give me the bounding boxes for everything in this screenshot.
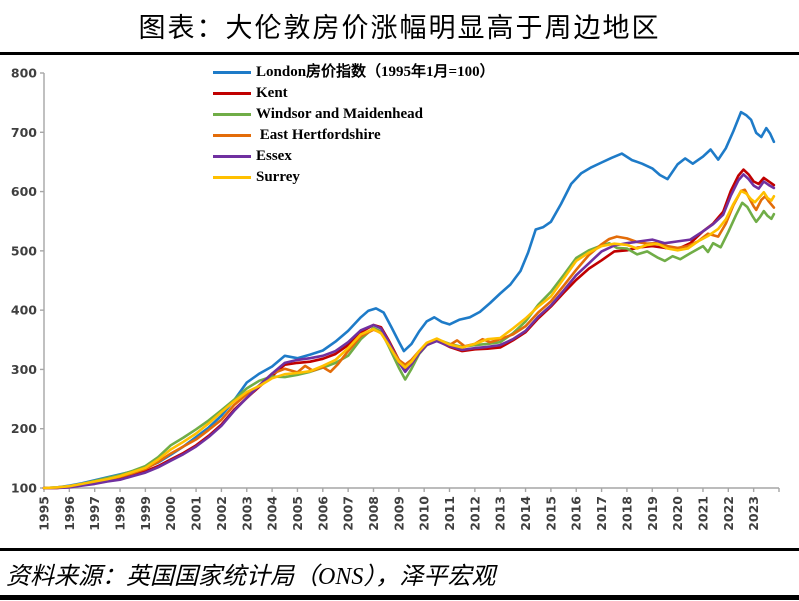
legend-line-swatch xyxy=(213,71,251,74)
legend-item: London房价指数（1995年1月=100） xyxy=(213,62,495,83)
x-tick-label: 2011 xyxy=(442,496,457,531)
legend-line-swatch xyxy=(213,113,251,116)
legend-line-swatch xyxy=(213,134,251,137)
series-line-surrey xyxy=(42,189,776,490)
x-tick-label: 2004 xyxy=(265,496,280,531)
legend-label: London房价指数（1995年1月=100） xyxy=(256,64,495,80)
x-tick-label: 2002 xyxy=(214,496,229,531)
chart-title: 图表：大伦敦房价涨幅明显高于周边地区 xyxy=(138,13,661,43)
x-tick-label: 1998 xyxy=(113,496,128,531)
legend-label: Kent xyxy=(256,85,288,101)
x-tick-label: 1999 xyxy=(138,496,153,531)
legend-label: Surrey xyxy=(256,169,300,185)
legend-label: East Hertfordshire xyxy=(256,127,381,143)
x-tick-label: 1996 xyxy=(62,496,77,531)
series-line-east-hertfordshire xyxy=(42,188,776,490)
legend-item: Surrey xyxy=(213,167,495,188)
x-tick-label: 2018 xyxy=(619,496,634,531)
source-note: 资料来源：英国国家统计局（ONS），泽平宏观 xyxy=(6,564,496,590)
title-divider-rule xyxy=(0,52,799,55)
legend: London房价指数（1995年1月=100） Kent Windsor and M… xyxy=(213,62,495,188)
x-tick-label: 2022 xyxy=(721,496,736,531)
y-tick-label: 300 xyxy=(11,362,37,377)
legend-line-swatch xyxy=(213,155,251,158)
x-tick-label: 2012 xyxy=(467,496,482,531)
legend-item: Windsor and Maidenhead xyxy=(213,104,495,125)
legend-item: Kent xyxy=(213,83,495,104)
legend-line-swatch xyxy=(213,176,251,179)
x-tick-label: 2013 xyxy=(493,496,508,531)
x-tick-label: 1997 xyxy=(87,496,102,531)
y-tick-label: 700 xyxy=(11,125,37,140)
legend-line-swatch xyxy=(213,92,251,95)
x-tick-label: 2000 xyxy=(163,496,178,531)
series-line-essex xyxy=(42,173,776,490)
y-tick-label: 600 xyxy=(11,184,37,199)
x-tick-label: 2009 xyxy=(391,496,406,531)
x-tick-label: 2003 xyxy=(239,496,254,531)
series-line-london-1995-1-100- xyxy=(42,110,776,490)
legend-item: Essex xyxy=(213,146,495,167)
x-tick-label: 2006 xyxy=(315,496,330,531)
x-tick-label: 2010 xyxy=(417,496,432,531)
x-tick-label: 2001 xyxy=(189,496,204,531)
x-tick-label: 2014 xyxy=(518,496,533,531)
x-tick-label: 2020 xyxy=(670,496,685,531)
y-tick-label: 100 xyxy=(11,481,37,496)
x-tick-label: 2019 xyxy=(645,496,660,531)
x-tick-label: 2008 xyxy=(366,496,381,531)
legend-item: East Hertfordshire xyxy=(213,125,495,146)
x-tick-label: 1995 xyxy=(37,496,52,531)
bottom-edge-rule xyxy=(0,595,799,600)
y-tick-label: 500 xyxy=(11,243,37,258)
x-tick-label: 2016 xyxy=(569,496,584,531)
y-tick-label: 800 xyxy=(11,66,37,81)
x-tick-label: 2021 xyxy=(695,496,710,531)
y-tick-label: 200 xyxy=(11,421,37,436)
footer-divider-rule xyxy=(0,548,799,551)
series-line-kent xyxy=(42,168,776,490)
x-tick-label: 2023 xyxy=(746,496,761,531)
x-tick-label: 2007 xyxy=(341,496,356,531)
legend-label: Essex xyxy=(256,148,292,164)
x-tick-label: 2017 xyxy=(594,496,609,531)
legend-label: Windsor and Maidenhead xyxy=(256,106,423,122)
y-tick-label: 400 xyxy=(11,303,37,318)
x-tick-label: 2015 xyxy=(543,496,558,531)
x-tick-label: 2005 xyxy=(290,496,305,531)
